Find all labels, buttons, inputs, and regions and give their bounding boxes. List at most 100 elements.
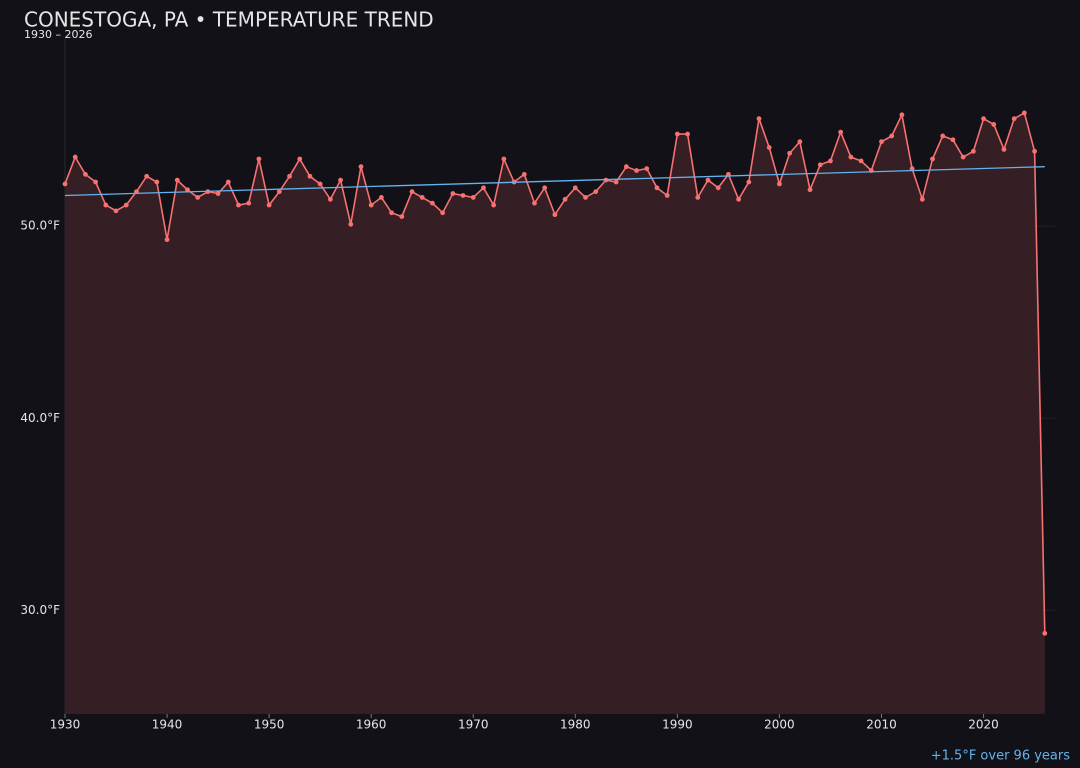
point — [766, 145, 772, 150]
point — [1021, 110, 1027, 116]
point — [542, 185, 548, 191]
point — [297, 156, 303, 162]
point — [460, 193, 466, 198]
point — [817, 162, 823, 168]
point — [327, 196, 333, 202]
point — [674, 131, 680, 137]
point — [195, 194, 201, 200]
point — [807, 187, 813, 193]
point — [991, 122, 997, 127]
point — [440, 210, 446, 216]
point — [1011, 116, 1017, 122]
point — [797, 139, 803, 145]
point — [532, 200, 537, 206]
point — [348, 221, 354, 227]
point — [215, 191, 221, 196]
y-tick-label: 50.0°F — [20, 219, 60, 233]
x-tick-label: 1930 — [50, 718, 81, 732]
point — [828, 158, 833, 164]
point — [368, 202, 374, 208]
x-tick-label: 1990 — [662, 718, 693, 732]
point — [358, 164, 364, 170]
point — [593, 189, 599, 195]
point — [123, 202, 129, 208]
point — [174, 177, 180, 183]
point — [909, 166, 915, 171]
point — [572, 185, 578, 191]
point — [1032, 148, 1037, 154]
point — [399, 214, 405, 220]
point — [481, 185, 486, 191]
point — [72, 154, 78, 160]
point — [838, 129, 844, 135]
point — [266, 202, 272, 208]
y-tick-label: 30.0°F — [20, 603, 60, 617]
point — [940, 133, 946, 139]
point — [562, 196, 568, 202]
point — [685, 131, 690, 137]
point — [583, 194, 588, 200]
point — [623, 164, 629, 170]
x-tick-label: 1940 — [152, 718, 183, 732]
point — [736, 196, 742, 202]
point — [236, 202, 241, 208]
point — [276, 189, 282, 195]
point — [93, 179, 99, 185]
x-tick-label: 1980 — [560, 718, 591, 732]
point — [715, 185, 721, 191]
point — [470, 194, 476, 200]
x-tick-label: 2020 — [968, 718, 999, 732]
point — [919, 196, 925, 202]
x-tick-label: 2010 — [866, 718, 897, 732]
point — [307, 173, 313, 179]
trend-annotation: +1.5°F over 96 years — [931, 749, 1070, 764]
point — [83, 171, 88, 177]
point — [746, 179, 752, 185]
chart-subtitle: 1930 – 2026 — [24, 28, 92, 41]
point — [970, 148, 976, 154]
point — [256, 156, 262, 162]
point — [981, 116, 986, 122]
point — [552, 212, 558, 218]
point — [848, 154, 854, 160]
chart-title: CONESTOGA, PA • TEMPERATURE TREND — [24, 8, 434, 32]
point — [634, 168, 639, 173]
point — [1001, 146, 1007, 152]
trend-line — [64, 166, 1045, 197]
point — [378, 194, 384, 200]
point — [491, 202, 497, 208]
point — [317, 181, 323, 187]
point — [950, 137, 956, 143]
point — [777, 181, 782, 187]
area — [65, 112, 1045, 715]
x-tick-label: 1960 — [356, 718, 387, 732]
point — [338, 177, 343, 183]
point — [613, 179, 619, 185]
y-tick-label: 40.0°F — [20, 411, 60, 425]
point — [858, 158, 864, 164]
point — [1042, 630, 1048, 636]
point — [899, 112, 905, 118]
x-tick-label: 1970 — [458, 718, 489, 732]
point — [430, 200, 435, 206]
point — [113, 208, 119, 214]
point — [225, 179, 231, 185]
point — [654, 185, 660, 191]
x-tick-label: 1950 — [254, 718, 285, 732]
point — [246, 200, 252, 206]
point — [695, 194, 701, 200]
point — [144, 173, 150, 179]
point — [889, 133, 895, 139]
x-tick-label: 2000 — [764, 718, 795, 732]
point — [154, 179, 160, 185]
point — [409, 189, 415, 195]
point — [521, 171, 527, 177]
point — [501, 156, 507, 162]
point — [960, 154, 966, 160]
point — [756, 116, 762, 122]
point — [62, 181, 68, 187]
point — [389, 210, 394, 216]
point — [664, 193, 670, 198]
point — [185, 187, 190, 193]
